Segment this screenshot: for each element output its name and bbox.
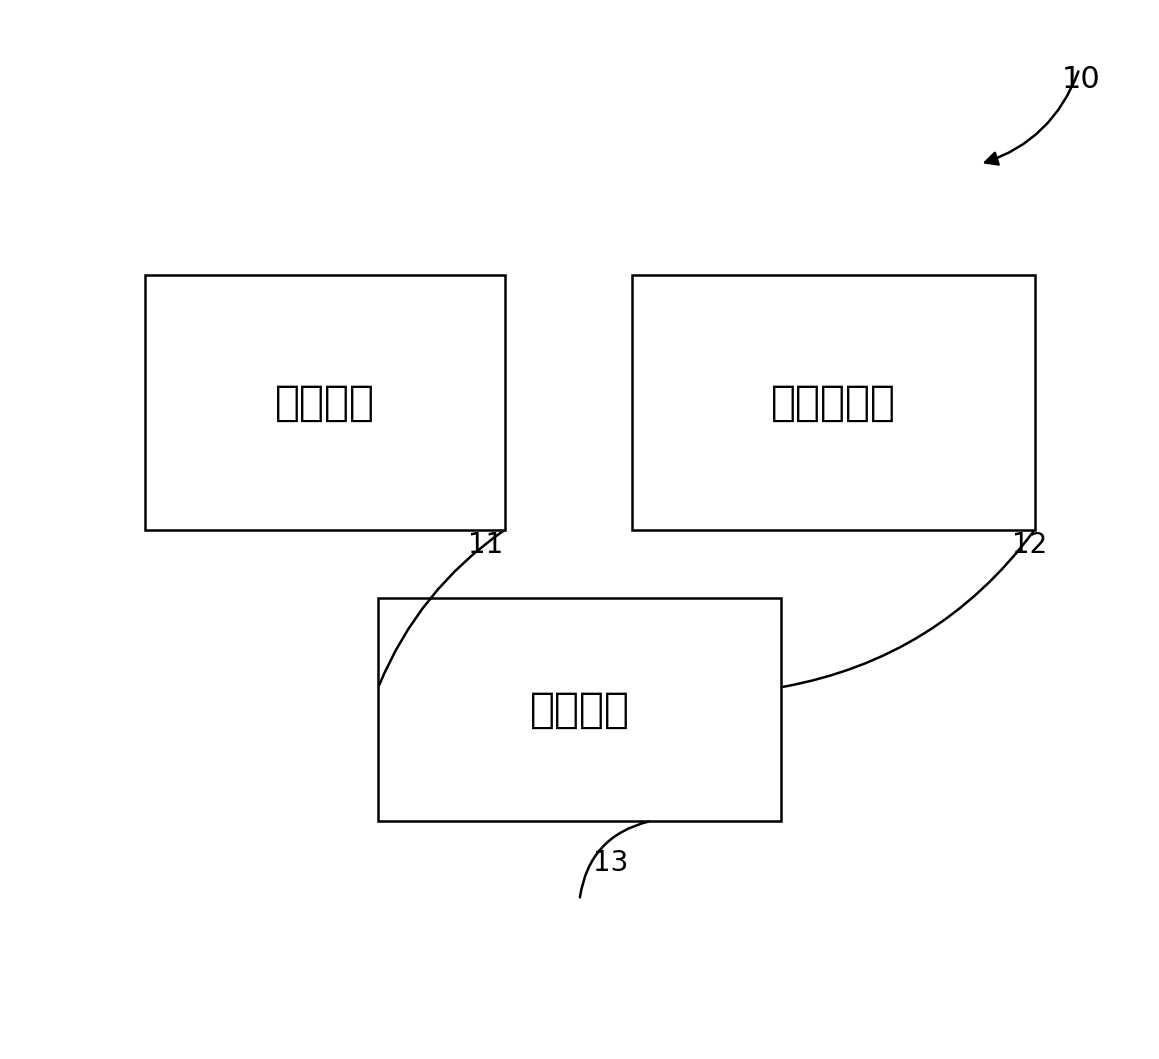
FancyArrowPatch shape bbox=[783, 532, 1033, 687]
Text: 检测设备: 检测设备 bbox=[276, 381, 376, 424]
Bar bbox=[145, 275, 505, 530]
Bar bbox=[378, 598, 781, 821]
Bar bbox=[633, 275, 1035, 530]
Text: 交通信号灯: 交通信号灯 bbox=[771, 381, 896, 424]
Text: 控制装置: 控制装置 bbox=[530, 688, 629, 731]
Text: 11: 11 bbox=[468, 532, 503, 559]
FancyArrowPatch shape bbox=[580, 822, 649, 897]
Text: 13: 13 bbox=[593, 849, 628, 877]
FancyArrowPatch shape bbox=[379, 531, 503, 685]
Text: 10: 10 bbox=[1062, 65, 1100, 94]
Text: 12: 12 bbox=[1012, 532, 1047, 559]
